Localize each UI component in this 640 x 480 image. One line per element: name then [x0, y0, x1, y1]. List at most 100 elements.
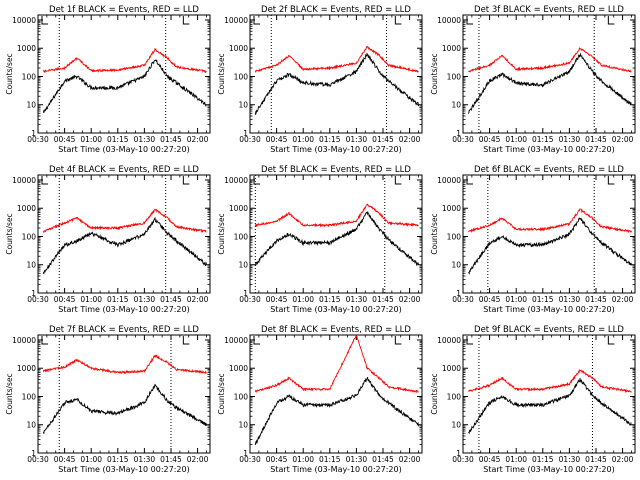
x-tick-label: 00:45 — [479, 455, 501, 464]
interval-bracket — [182, 176, 190, 185]
x-tick-label: 01:45 — [160, 135, 182, 144]
y-tick-label: 1000 — [17, 364, 36, 373]
x-tick-label: 01:15 — [107, 135, 129, 144]
chart-panel-4: Det 4f BLACK = Events, RED = LLD 1 10 100 10… — [5, 165, 211, 314]
x-tick-label: 02:00 — [187, 455, 209, 464]
y-axis-label: Counts/sec — [5, 53, 14, 94]
lld-series-line — [254, 334, 419, 394]
chart-title: Det 4f BLACK = Events, RED = LLD — [49, 165, 199, 175]
x-tick-label: 02:00 — [187, 135, 209, 144]
x-tick-label: 01:15 — [107, 455, 129, 464]
x-tick-label: 01:30 — [346, 295, 368, 304]
chart-panel-6: Det 6f BLACK = Events, RED = LLD 1 10 100 10… — [430, 165, 636, 314]
plot-frame — [249, 174, 423, 294]
interval-bracket — [41, 336, 48, 345]
y-tick-label: 10000 — [224, 336, 248, 345]
chart-title: Det 7f BLACK = Events, RED = LLD — [49, 325, 199, 335]
x-tick-label: 02:00 — [612, 455, 634, 464]
interval-bracket — [41, 176, 48, 185]
x-axis-label: Start Time (03-May-10 00:27:20) — [483, 465, 614, 474]
y-tick-label: 100 — [234, 232, 249, 241]
y-tick-label: 10000 — [437, 176, 461, 185]
y-tick-label: 10000 — [12, 176, 36, 185]
x-axis-label: Start Time (03-May-10 00:27:20) — [483, 305, 614, 314]
plot-frame — [462, 174, 636, 294]
x-tick-label: 01:45 — [585, 295, 607, 304]
x-tick-label: 01:00 — [80, 135, 102, 144]
x-tick-label: 01:00 — [292, 135, 314, 144]
x-tick-label: 00:45 — [54, 135, 76, 144]
interval-bracket — [607, 176, 615, 185]
y-tick-label: 1 — [456, 289, 461, 298]
y-tick-label: 1000 — [229, 364, 248, 373]
y-tick-label: 10000 — [12, 336, 36, 345]
x-tick-label: 01:45 — [585, 455, 607, 464]
y-tick-label: 10000 — [224, 176, 248, 185]
y-axis-label: Counts/sec — [217, 213, 226, 254]
x-tick-label: 01:30 — [346, 135, 368, 144]
y-tick-label: 100 — [22, 72, 37, 81]
y-tick-label: 10 — [238, 421, 248, 430]
events-series-line — [468, 217, 632, 275]
y-tick-label: 10 — [26, 101, 36, 110]
x-tick-label: 01:45 — [372, 295, 394, 304]
y-tick-label: 10000 — [437, 336, 461, 345]
interval-bracket — [253, 16, 260, 25]
x-axis-label: Start Time (03-May-10 00:27:20) — [270, 305, 401, 314]
plot-frame — [249, 334, 423, 454]
y-tick-label: 10 — [238, 261, 248, 270]
x-tick-label: 01:15 — [319, 295, 341, 304]
lld-series-line — [468, 369, 632, 394]
x-tick-label: 01:15 — [532, 295, 554, 304]
x-tick-label: 01:00 — [292, 455, 314, 464]
y-tick-label: 100 — [447, 72, 462, 81]
x-axis-label: Start Time (03-May-10 00:27:20) — [270, 145, 401, 154]
x-tick-label: 01:30 — [134, 135, 156, 144]
lld-series-line — [254, 203, 419, 228]
events-series-line — [254, 377, 419, 446]
x-tick-label: 01:15 — [319, 135, 341, 144]
chart-title: Det 2f BLACK = Events, RED = LLD — [261, 5, 411, 15]
y-axis-label: Counts/sec — [430, 213, 439, 254]
lld-series-line — [42, 354, 207, 375]
x-tick-label: 02:00 — [612, 295, 634, 304]
y-tick-label: 1000 — [442, 204, 461, 213]
x-tick-label: 01:45 — [372, 455, 394, 464]
x-tick-label: 01:00 — [505, 135, 527, 144]
y-tick-label: 1000 — [442, 44, 461, 53]
x-tick-label: 00:45 — [479, 295, 501, 304]
x-tick-label: 01:00 — [292, 295, 314, 304]
x-tick-label: 01:00 — [505, 455, 527, 464]
y-tick-label: 100 — [22, 232, 37, 241]
y-tick-label: 100 — [234, 72, 249, 81]
x-axis-label: Start Time (03-May-10 00:27:20) — [58, 465, 189, 474]
interval-bracket — [253, 176, 260, 185]
y-tick-label: 1 — [31, 289, 36, 298]
x-tick-label: 01:15 — [532, 455, 554, 464]
y-tick-label: 1 — [456, 449, 461, 458]
y-axis-label: Counts/sec — [430, 373, 439, 414]
chart-title: Det 8f BLACK = Events, RED = LLD — [261, 325, 411, 335]
events-series-line — [467, 52, 632, 114]
y-tick-label: 1 — [243, 449, 248, 458]
x-tick-label: 00:45 — [266, 295, 288, 304]
x-tick-label: 01:30 — [559, 295, 581, 304]
y-axis-label: Counts/sec — [5, 373, 14, 414]
interval-bracket — [182, 16, 190, 25]
x-axis-label: Start Time (03-May-10 00:27:20) — [483, 145, 614, 154]
lld-series-line — [42, 47, 207, 74]
y-tick-label: 1000 — [17, 204, 36, 213]
x-tick-label: 01:45 — [160, 295, 182, 304]
y-tick-label: 1 — [243, 129, 248, 138]
y-tick-label: 10 — [451, 421, 461, 430]
x-tick-label: 00:30 — [239, 135, 261, 144]
x-tick-label: 01:30 — [134, 455, 156, 464]
chart-title: Det 6f BLACK = Events, RED = LLD — [474, 165, 624, 175]
x-tick-label: 01:45 — [372, 135, 394, 144]
x-tick-label: 00:30 — [452, 135, 474, 144]
x-tick-label: 00:45 — [266, 135, 288, 144]
x-tick-label: 02:00 — [399, 455, 421, 464]
y-tick-label: 10 — [26, 421, 36, 430]
x-tick-label: 01:15 — [532, 135, 554, 144]
x-tick-label: 01:00 — [80, 295, 102, 304]
